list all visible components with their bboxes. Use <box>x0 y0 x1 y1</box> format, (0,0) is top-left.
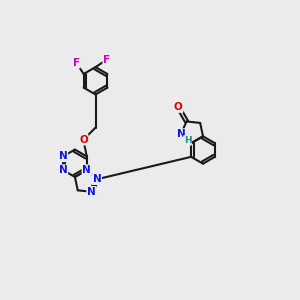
Text: N: N <box>93 174 101 184</box>
Text: H: H <box>184 136 191 145</box>
Text: N: N <box>59 152 68 161</box>
Text: F: F <box>73 58 80 68</box>
Text: N: N <box>59 165 68 175</box>
Text: N: N <box>177 129 185 139</box>
Text: N: N <box>87 187 96 197</box>
Text: F: F <box>103 55 110 65</box>
Text: O: O <box>174 102 183 112</box>
Text: N: N <box>82 165 91 175</box>
Text: O: O <box>79 135 88 145</box>
